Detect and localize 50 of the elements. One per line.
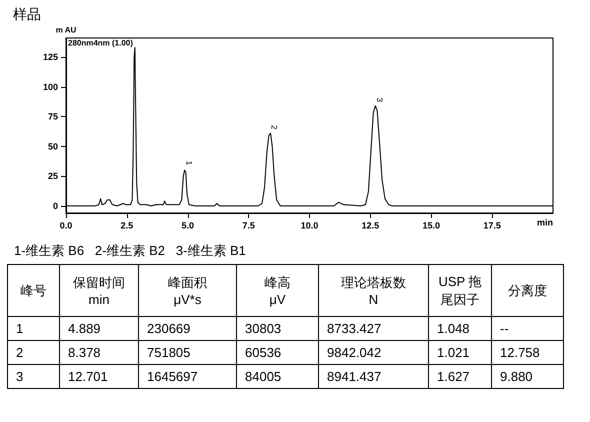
- text: 2: [8, 340, 60, 364]
- text: 1.048: [428, 316, 492, 340]
- text: 1.627: [428, 364, 492, 388]
- text: 30803: [236, 316, 318, 340]
- annotation: 1: [184, 160, 194, 166]
- y-tick-label: 0: [52, 200, 58, 211]
- text: 理论塔板数 N: [318, 264, 428, 316]
- annotation: 3: [374, 98, 384, 103]
- x-tick-label: 12.5: [362, 220, 380, 230]
- x-tick-label: 15.0: [422, 220, 440, 230]
- text: 1-维生素 B6 2-维生素 B2 3-维生素 B1: [14, 242, 246, 260]
- text: 9842.042: [318, 340, 428, 364]
- text: 8733.427: [318, 316, 428, 340]
- text: 峰面积 μV*s: [138, 264, 236, 316]
- chart-title: 样品: [13, 6, 41, 22]
- x-tick-label: 2.5: [120, 220, 134, 230]
- text: 保留时间 min: [60, 264, 138, 316]
- annotation: 280nm4nm (1.00): [68, 38, 134, 48]
- text: USP 拖尾因子: [428, 264, 492, 316]
- x-tick-label: 10.0: [300, 220, 318, 230]
- text: 4.889: [60, 316, 138, 340]
- x-tick-label: 17.5: [483, 220, 501, 230]
- annotation: 2: [270, 125, 279, 130]
- text: 1645697: [138, 364, 236, 388]
- y-tick-label: 75: [48, 112, 58, 122]
- x-tick-label: 7.5: [242, 220, 255, 230]
- text: 1: [8, 316, 60, 340]
- text: 3: [8, 364, 60, 388]
- text: 9.880: [492, 364, 564, 388]
- y-tick-label: 100: [42, 82, 58, 92]
- text: 12.701: [60, 364, 138, 388]
- text: 峰高 μV: [236, 264, 318, 316]
- text: 分离度: [492, 264, 564, 316]
- text: 751805: [138, 340, 236, 364]
- text: 1.021: [428, 340, 492, 364]
- text: 8.378: [60, 340, 138, 364]
- text: 60536: [236, 340, 318, 364]
- text: 峰号: [8, 264, 60, 316]
- text: 84005: [236, 364, 318, 388]
- x-tick-label: 5.0: [181, 220, 194, 230]
- y-axis-title: m AU: [56, 26, 77, 34]
- y-tick-label: 50: [48, 141, 58, 152]
- text: --: [492, 316, 564, 340]
- y-tick-label: 25: [48, 171, 58, 182]
- x-tick-label: 0.0: [60, 220, 72, 230]
- text: 230669: [138, 316, 236, 340]
- y-tick-label: 125: [42, 52, 58, 62]
- x-axis-title: min: [536, 218, 553, 228]
- text: 12.758: [492, 340, 564, 364]
- text: 8941.437: [318, 364, 428, 388]
